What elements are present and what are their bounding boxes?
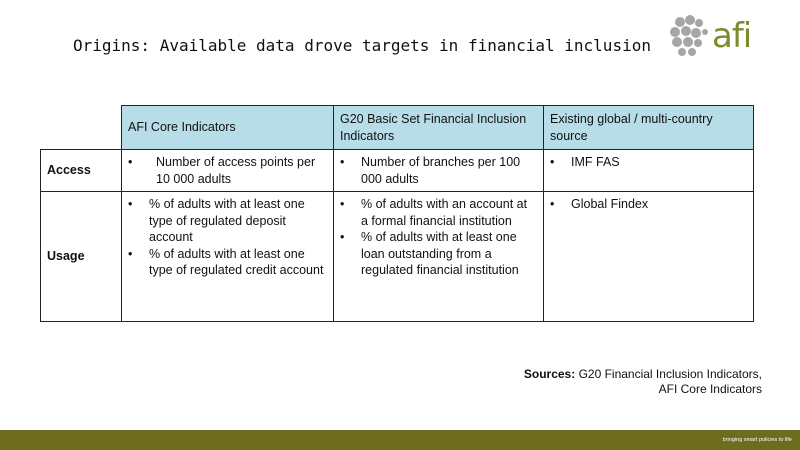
cell: % of adults with at least one type of re… (121, 191, 334, 322)
bullet-item: Number of access points per 10 000 adult… (128, 154, 327, 187)
sources: Sources: G20 Financial Inclusion Indicat… (524, 367, 762, 397)
cell: Number of branches per 100 000 adults (333, 149, 544, 192)
sources-label: Sources: (523, 367, 576, 381)
row-label: Usage (40, 191, 122, 322)
cell: Global Findex (543, 191, 754, 322)
indicator-table: AFI Core Indicators G20 Basic Set Financ… (40, 105, 754, 322)
footer-tagline: bringing smart policies to life (722, 437, 792, 443)
sources-line: AFI Core Indicators (658, 382, 762, 396)
slide-title: Origins: Available data drove targets in… (73, 36, 651, 55)
bullet-item: % of adults with at least one loan outst… (340, 229, 537, 279)
cell: IMF FAS (543, 149, 754, 192)
row-label: Access (40, 149, 122, 192)
column-header: AFI Core Indicators (121, 105, 334, 150)
cell: % of adults with an account at a formal … (333, 191, 544, 322)
bullet-item: Global Findex (550, 196, 747, 213)
column-header: G20 Basic Set Financial Inclusion Indica… (333, 105, 544, 150)
footer-bar: bringing smart policies to life (0, 430, 800, 450)
logo-icon (670, 15, 708, 56)
corner-cell (40, 105, 122, 150)
bullet-item: % of adults with an account at a formal … (340, 196, 537, 229)
bullet-item: % of adults with at least one type of re… (128, 246, 327, 279)
bullet-item: % of adults with at least one type of re… (128, 196, 327, 246)
sources-line: G20 Financial Inclusion Indicators, (578, 367, 762, 381)
bullet-item: IMF FAS (550, 154, 747, 171)
bullet-item: Number of branches per 100 000 adults (340, 154, 537, 187)
column-header: Existing global / multi-country source (543, 105, 754, 150)
cell: Number of access points per 10 000 adult… (121, 149, 334, 192)
logo-text: afi (712, 16, 752, 56)
